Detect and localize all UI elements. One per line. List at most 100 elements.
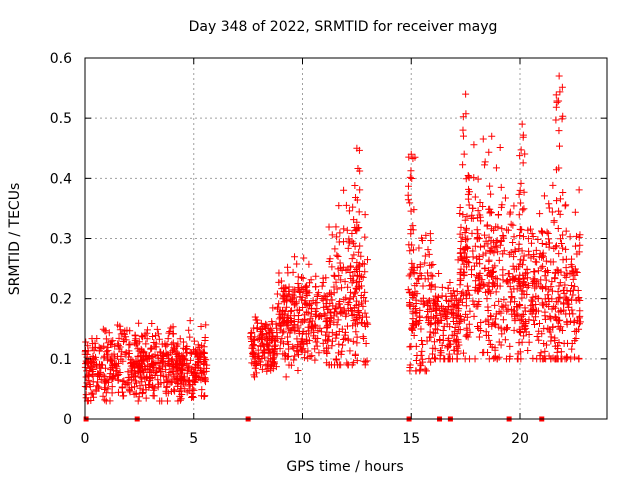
data-point <box>494 211 502 219</box>
data-point <box>101 377 109 385</box>
data-point <box>337 276 345 284</box>
data-point <box>349 322 357 330</box>
data-point <box>462 226 470 234</box>
data-point <box>294 316 302 324</box>
data-point <box>411 153 419 161</box>
data-point <box>284 269 292 277</box>
data-point <box>500 247 508 255</box>
data-point <box>448 355 456 363</box>
data-point <box>114 321 122 329</box>
x-tick-label: 10 <box>294 431 312 447</box>
data-point <box>410 246 418 254</box>
data-point <box>562 295 570 303</box>
data-point <box>426 282 434 290</box>
data-point <box>116 368 124 376</box>
data-point <box>183 349 191 357</box>
data-point <box>538 355 546 363</box>
data-point <box>425 333 433 341</box>
data-point <box>454 307 462 315</box>
data-point <box>84 347 92 355</box>
y-tick-label: 0.1 <box>50 352 72 368</box>
data-point <box>449 287 457 295</box>
data-point <box>322 274 330 282</box>
data-point <box>175 387 183 395</box>
data-point <box>449 317 457 325</box>
data-point <box>353 285 361 293</box>
y-tick-label: 0.4 <box>50 171 72 187</box>
data-point <box>109 361 117 369</box>
data-point <box>431 329 439 337</box>
data-point <box>342 312 350 320</box>
data-point <box>458 298 466 306</box>
data-point <box>279 329 287 337</box>
data-point <box>351 290 359 298</box>
data-point <box>93 382 101 390</box>
data-point <box>311 334 319 342</box>
data-point <box>108 383 116 391</box>
data-point <box>323 349 331 357</box>
data-point <box>359 302 367 310</box>
data-point <box>541 295 549 303</box>
data-point <box>548 208 556 216</box>
data-point <box>281 307 289 315</box>
data-point <box>184 377 192 385</box>
data-point <box>462 175 470 183</box>
data-point <box>275 310 283 318</box>
data-point <box>328 342 336 350</box>
data-point <box>518 294 526 302</box>
data-point <box>297 346 305 354</box>
data-point <box>568 255 576 263</box>
data-point <box>525 316 533 324</box>
data-point <box>531 258 539 266</box>
data-point <box>490 267 498 275</box>
data-point <box>549 354 557 362</box>
data-point <box>186 356 194 364</box>
data-point <box>361 361 369 369</box>
data-point <box>516 271 524 279</box>
data-point <box>566 287 574 295</box>
data-point <box>569 291 577 299</box>
data-point <box>572 296 580 304</box>
data-point <box>530 268 538 276</box>
data-point <box>550 303 558 311</box>
data-point <box>351 350 359 358</box>
data-point <box>293 260 301 268</box>
data-point <box>417 362 425 370</box>
data-point <box>296 293 304 301</box>
data-point <box>498 225 506 233</box>
data-point <box>327 320 335 328</box>
data-point <box>138 332 146 340</box>
data-point <box>200 392 208 400</box>
data-point <box>360 320 368 328</box>
data-point <box>158 368 166 376</box>
data-point <box>495 297 503 305</box>
data-point <box>471 286 479 294</box>
data-point <box>145 381 153 389</box>
data-point <box>526 308 534 316</box>
data-point <box>354 307 362 315</box>
data-point <box>427 237 435 245</box>
data-point <box>432 319 440 327</box>
data-point <box>272 320 280 328</box>
data-point <box>84 371 92 379</box>
data-point <box>561 281 569 289</box>
data-point <box>537 264 545 272</box>
data-point <box>427 358 435 366</box>
data-point <box>355 277 363 285</box>
data-point <box>355 208 363 216</box>
data-point <box>507 220 515 228</box>
data-point <box>121 327 129 335</box>
data-point <box>549 258 557 266</box>
data-point <box>575 325 583 333</box>
data-point <box>306 279 314 287</box>
data-point <box>539 262 547 270</box>
data-point <box>438 283 446 291</box>
data-point <box>456 209 464 217</box>
data-point <box>160 372 168 380</box>
data-point <box>458 255 466 263</box>
data-point <box>543 300 551 308</box>
data-point <box>251 313 259 321</box>
data-point <box>300 254 308 262</box>
data-point <box>115 359 123 367</box>
data-point <box>359 333 367 341</box>
